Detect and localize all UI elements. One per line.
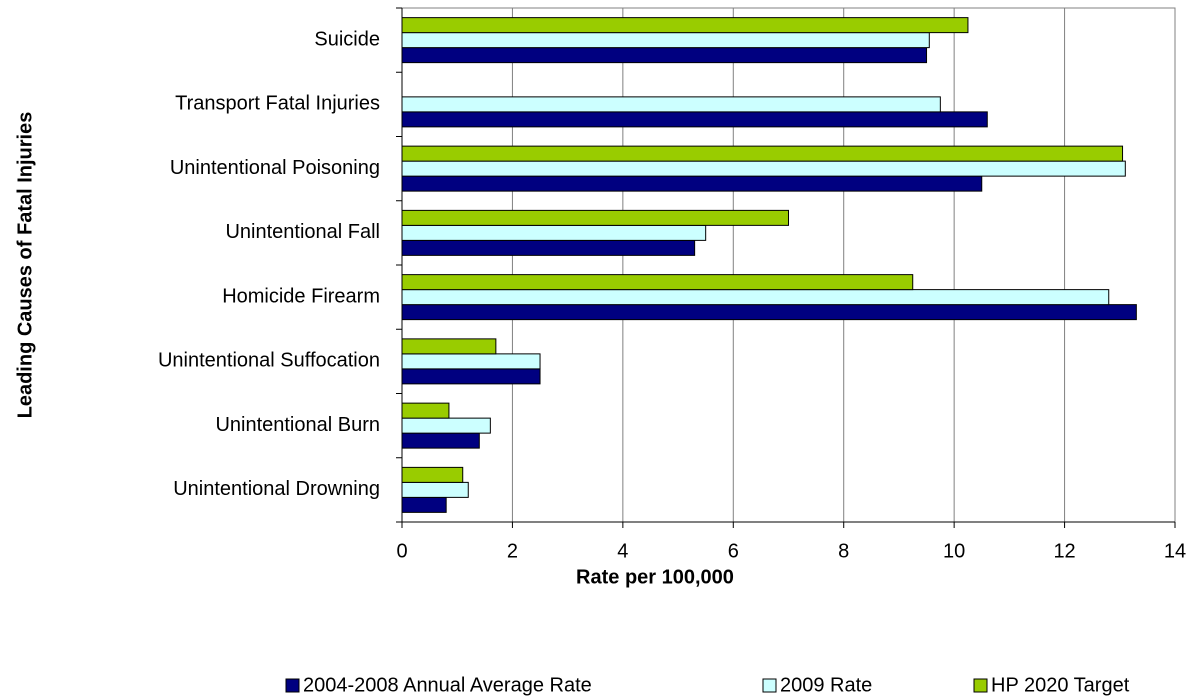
y-tick-label: Suicide xyxy=(314,28,380,50)
bar xyxy=(401,47,928,64)
bar xyxy=(401,224,707,241)
x-tick-label: 10 xyxy=(943,540,965,562)
x-tick-label: 14 xyxy=(1164,540,1186,562)
bar xyxy=(401,481,469,498)
bar xyxy=(401,111,988,128)
legend-label: HP 2020 Target xyxy=(991,674,1130,696)
bar xyxy=(401,239,696,256)
plot-area xyxy=(401,7,1176,523)
bar xyxy=(401,145,1124,162)
bar xyxy=(401,274,914,291)
x-tick-label: 0 xyxy=(396,540,407,562)
x-tick-label: 12 xyxy=(1053,540,1075,562)
bar xyxy=(401,160,1126,177)
bar xyxy=(401,32,930,49)
legend-swatch xyxy=(762,678,777,693)
legend-swatch xyxy=(285,678,300,693)
y-tick-label: Unintentional Burn xyxy=(215,414,380,436)
bar xyxy=(401,209,789,226)
y-tick-label: Homicide Firearm xyxy=(222,285,380,307)
legend-label: 2009 Rate xyxy=(780,674,872,696)
y-tick-label: Unintentional Fall xyxy=(225,221,380,243)
y-tick-label: Transport Fatal Injuries xyxy=(175,93,380,115)
y-axis-title: Leading Causes of Fatal Injuries xyxy=(14,112,36,419)
bar xyxy=(401,466,464,483)
bar xyxy=(401,353,541,370)
bar xyxy=(401,17,969,34)
y-tick-label: Unintentional Drowning xyxy=(173,478,380,500)
y-tick-label: Unintentional Suffocation xyxy=(158,350,380,372)
bar xyxy=(401,496,447,513)
bar xyxy=(401,175,983,192)
bar xyxy=(401,96,941,113)
bar xyxy=(401,402,450,419)
legend-swatch xyxy=(973,678,988,693)
bar xyxy=(401,289,1110,306)
bar xyxy=(401,338,497,355)
x-tick-label: 2 xyxy=(507,540,518,562)
x-tick-label: 8 xyxy=(838,540,849,562)
legend-label: 2004-2008 Annual Average Rate xyxy=(303,674,592,696)
y-tick-label: Unintentional Poisoning xyxy=(170,157,380,179)
bar xyxy=(401,432,480,449)
x-tick-label: 6 xyxy=(728,540,739,562)
bar xyxy=(401,304,1137,321)
bar xyxy=(401,417,491,434)
x-axis-title: Rate per 100,000 xyxy=(576,566,734,588)
x-tick-label: 4 xyxy=(617,540,628,562)
bar xyxy=(401,368,541,385)
